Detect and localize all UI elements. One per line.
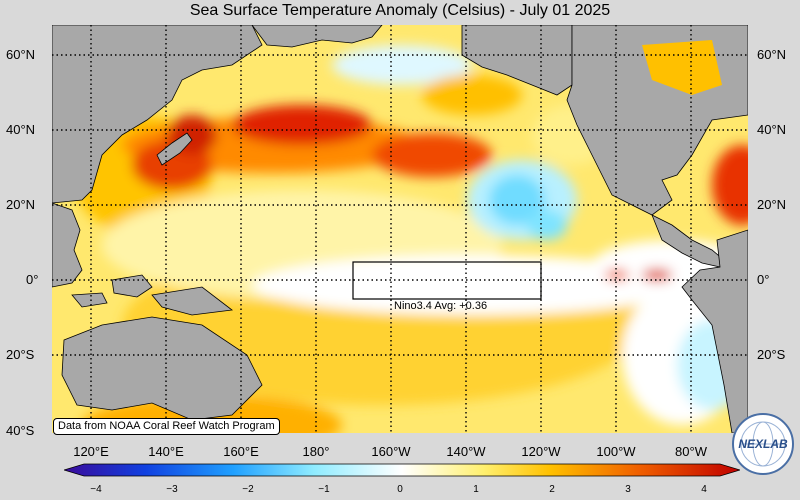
colorbar-tick: −3: [166, 484, 178, 495]
land-masses: [52, 25, 748, 433]
lon-label-80w: 80°W: [675, 444, 707, 459]
lon-label-120w: 120°W: [521, 444, 561, 459]
map-title: Sea Surface Temperature Anomaly (Celsius…: [189, 2, 611, 19]
lat-label-20s-right: 20°S: [757, 347, 786, 362]
lon-label-100w: 100°W: [596, 444, 636, 459]
colorbar-tick: 3: [625, 484, 631, 495]
colorbar-tick: −2: [242, 484, 254, 495]
nino34-average-label: Nino3.4 Avg: +0.36: [394, 300, 488, 312]
colorbar-tick: 0: [397, 484, 403, 495]
nino34-box[interactable]: [352, 261, 542, 300]
lon-label-180: 180°: [302, 444, 330, 459]
colorbar-tick: 2: [549, 484, 555, 495]
lat-label-eq-right: 0°: [757, 272, 770, 287]
lat-label-20n-right: 20°N: [757, 197, 787, 212]
lon-label-160w: 160°W: [371, 444, 411, 459]
lon-label-160e: 160°E: [223, 444, 259, 459]
lat-label-20n-left: 20°N: [6, 197, 36, 212]
lat-label-60n-right: 60°N: [757, 47, 787, 62]
lat-label-60n-left: 60°N: [6, 47, 36, 62]
colorbar-tick: 4: [701, 484, 707, 495]
nexlab-logo[interactable]: NEXLAB: [731, 412, 795, 481]
lon-label-120e: 120°E: [73, 444, 109, 459]
lat-label-eq-left: 0°: [26, 272, 39, 287]
colorbar-tick: −1: [318, 484, 330, 495]
logo-text: NEXLAB: [738, 437, 788, 451]
data-credit: Data from NOAA Coral Reef Watch Program: [53, 418, 280, 435]
colorbar: [62, 463, 742, 482]
colorbar-gradient: [62, 463, 742, 477]
lat-label-40n-left: 40°N: [6, 122, 36, 137]
lat-label-20s-left: 20°S: [6, 347, 35, 362]
lat-label-40n-right: 40°N: [757, 122, 787, 137]
lon-label-140w: 140°W: [446, 444, 486, 459]
graticule: [52, 25, 748, 433]
lat-label-40s-left: 40°S: [6, 423, 35, 438]
colorbar-tick: 1: [473, 484, 479, 495]
colorbar-tick: −4: [90, 484, 102, 495]
sst-anomaly-map[interactable]: [52, 25, 748, 433]
lon-label-140e: 140°E: [148, 444, 184, 459]
